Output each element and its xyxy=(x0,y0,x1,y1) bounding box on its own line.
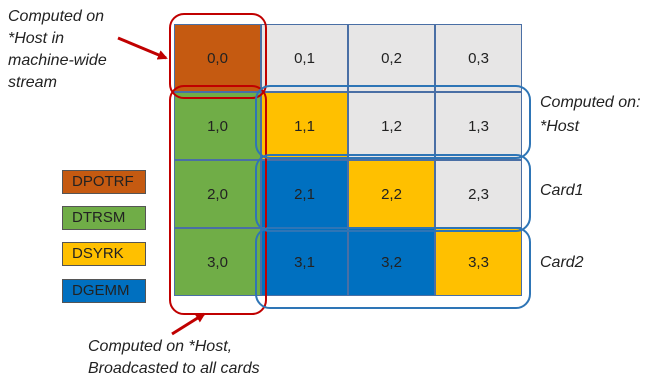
note-bottom-broadcast: Computed on *Host, Broadcasted to all ca… xyxy=(88,336,260,380)
tile-1-2: 1,2 xyxy=(348,92,435,160)
blue-outline-card1-row xyxy=(255,154,531,232)
tile-0-2: 0,2 xyxy=(348,24,435,92)
tile-1-3: 1,3 xyxy=(435,92,522,160)
note-top-host-stream: Computed on *Host in machine-wide stream xyxy=(8,6,107,94)
legend-dpotrf: DPOTRF xyxy=(62,170,146,194)
note-top-line-2: *Host in xyxy=(8,30,65,47)
legend-dgemm: DGEMM xyxy=(62,279,146,303)
legend-dtrsm: DTRSM xyxy=(62,206,146,230)
label-host: *Host xyxy=(540,118,580,135)
legend-dsyrk: DSYRK xyxy=(62,242,146,266)
tile-3-2: 3,2 xyxy=(348,228,435,296)
note-top-line-4: stream xyxy=(8,74,57,91)
tile-2-2: 2,2 xyxy=(348,160,435,228)
tile-3-0: 3,0 xyxy=(174,228,261,296)
tile-1-1: 1,1 xyxy=(261,92,348,160)
tile-3-3: 3,3 xyxy=(435,228,522,296)
arrow-bottom-to-column-0 xyxy=(171,312,206,336)
arrow-top-to-tile-0-0 xyxy=(117,36,168,60)
computed-on-title: Computed on: xyxy=(540,94,641,111)
tile-1-0: 1,0 xyxy=(174,92,261,160)
blue-outline-card2-row xyxy=(255,227,531,309)
tile-0-3: 0,3 xyxy=(435,24,522,92)
label-card1: Card1 xyxy=(540,182,584,199)
note-bottom-line-2: Broadcasted to all cards xyxy=(88,360,260,377)
tile-0-0: 0,0 xyxy=(174,24,261,92)
note-top-line-1: Computed on xyxy=(8,8,105,25)
red-outline-tile-0-0 xyxy=(169,13,267,99)
red-outline-column-0 xyxy=(169,85,267,315)
blue-outline-host-row xyxy=(255,85,531,159)
tile-0-1: 0,1 xyxy=(261,24,348,92)
tile-3-1: 3,1 xyxy=(261,228,348,296)
tile-2-0: 2,0 xyxy=(174,160,261,228)
label-card2: Card2 xyxy=(540,254,584,271)
tile-2-3: 2,3 xyxy=(435,160,522,228)
note-bottom-line-1: Computed on *Host, xyxy=(88,338,233,355)
note-top-line-3: machine-wide xyxy=(8,52,107,69)
